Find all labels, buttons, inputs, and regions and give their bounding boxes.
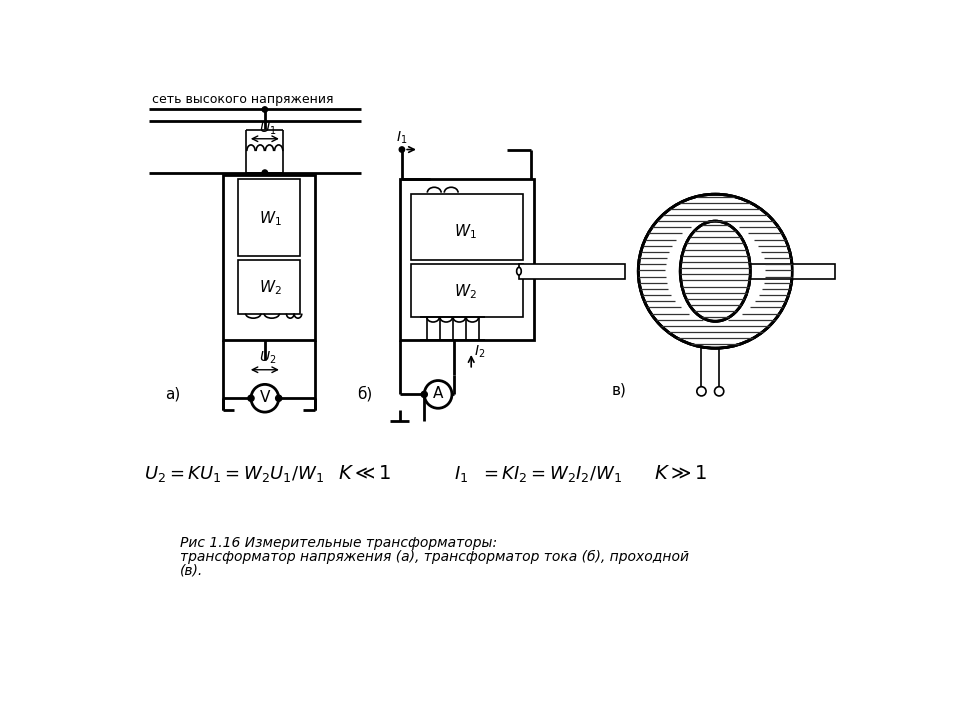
Text: б): б) [357, 386, 372, 401]
Circle shape [424, 381, 452, 408]
Bar [238, 260, 300, 313]
Text: V: V [260, 390, 271, 405]
Text: трансформатор напряжения (а), трансформатор тока (б), проходной: трансформатор напряжения (а), трансформа… [180, 549, 689, 564]
Text: $K \ll 1$: $K \ll 1$ [338, 464, 392, 483]
Text: $W_1$: $W_1$ [259, 210, 282, 228]
Ellipse shape [681, 221, 751, 321]
Text: $W_2$: $W_2$ [259, 278, 282, 297]
Circle shape [248, 395, 254, 401]
Bar [411, 264, 523, 318]
Circle shape [276, 395, 282, 401]
Circle shape [697, 387, 706, 396]
Ellipse shape [516, 267, 521, 275]
Text: $U_1$: $U_1$ [258, 120, 276, 137]
Bar [223, 175, 315, 341]
Ellipse shape [681, 221, 751, 321]
Text: $U_2$: $U_2$ [258, 350, 276, 366]
Text: $I_2$: $I_2$ [473, 344, 485, 360]
Circle shape [251, 384, 278, 412]
Bar [519, 264, 625, 279]
Circle shape [421, 392, 427, 397]
Ellipse shape [638, 194, 792, 348]
Text: Рис 1.16 Измерительные трансформаторы:: Рис 1.16 Измерительные трансформаторы: [180, 536, 497, 550]
Bar [238, 179, 300, 256]
Text: $U_2 = KU_1 = W_2U_1/W_1$: $U_2 = KU_1 = W_2U_1/W_1$ [144, 464, 324, 484]
Text: $I_1\ \ = KI_2 = W_2I_2/W_1$: $I_1\ \ = KI_2 = W_2I_2/W_1$ [453, 464, 622, 484]
Text: $I_1$: $I_1$ [396, 130, 407, 146]
Text: а): а) [165, 386, 180, 401]
Circle shape [262, 107, 268, 112]
Text: $K \gg 1$: $K \gg 1$ [654, 464, 708, 483]
Text: сеть высокого напряжения: сеть высокого напряжения [152, 94, 333, 107]
Bar [399, 179, 535, 341]
Bar [729, 264, 834, 279]
Text: (в).: (в). [180, 564, 204, 577]
Circle shape [399, 147, 404, 152]
Ellipse shape [909, 267, 914, 275]
Text: $W_2$: $W_2$ [453, 282, 476, 300]
Text: $W_1$: $W_1$ [453, 222, 476, 241]
Text: A: A [433, 386, 444, 401]
Circle shape [714, 387, 724, 396]
Bar [411, 194, 523, 260]
Circle shape [262, 170, 268, 176]
Text: в): в) [612, 382, 626, 397]
